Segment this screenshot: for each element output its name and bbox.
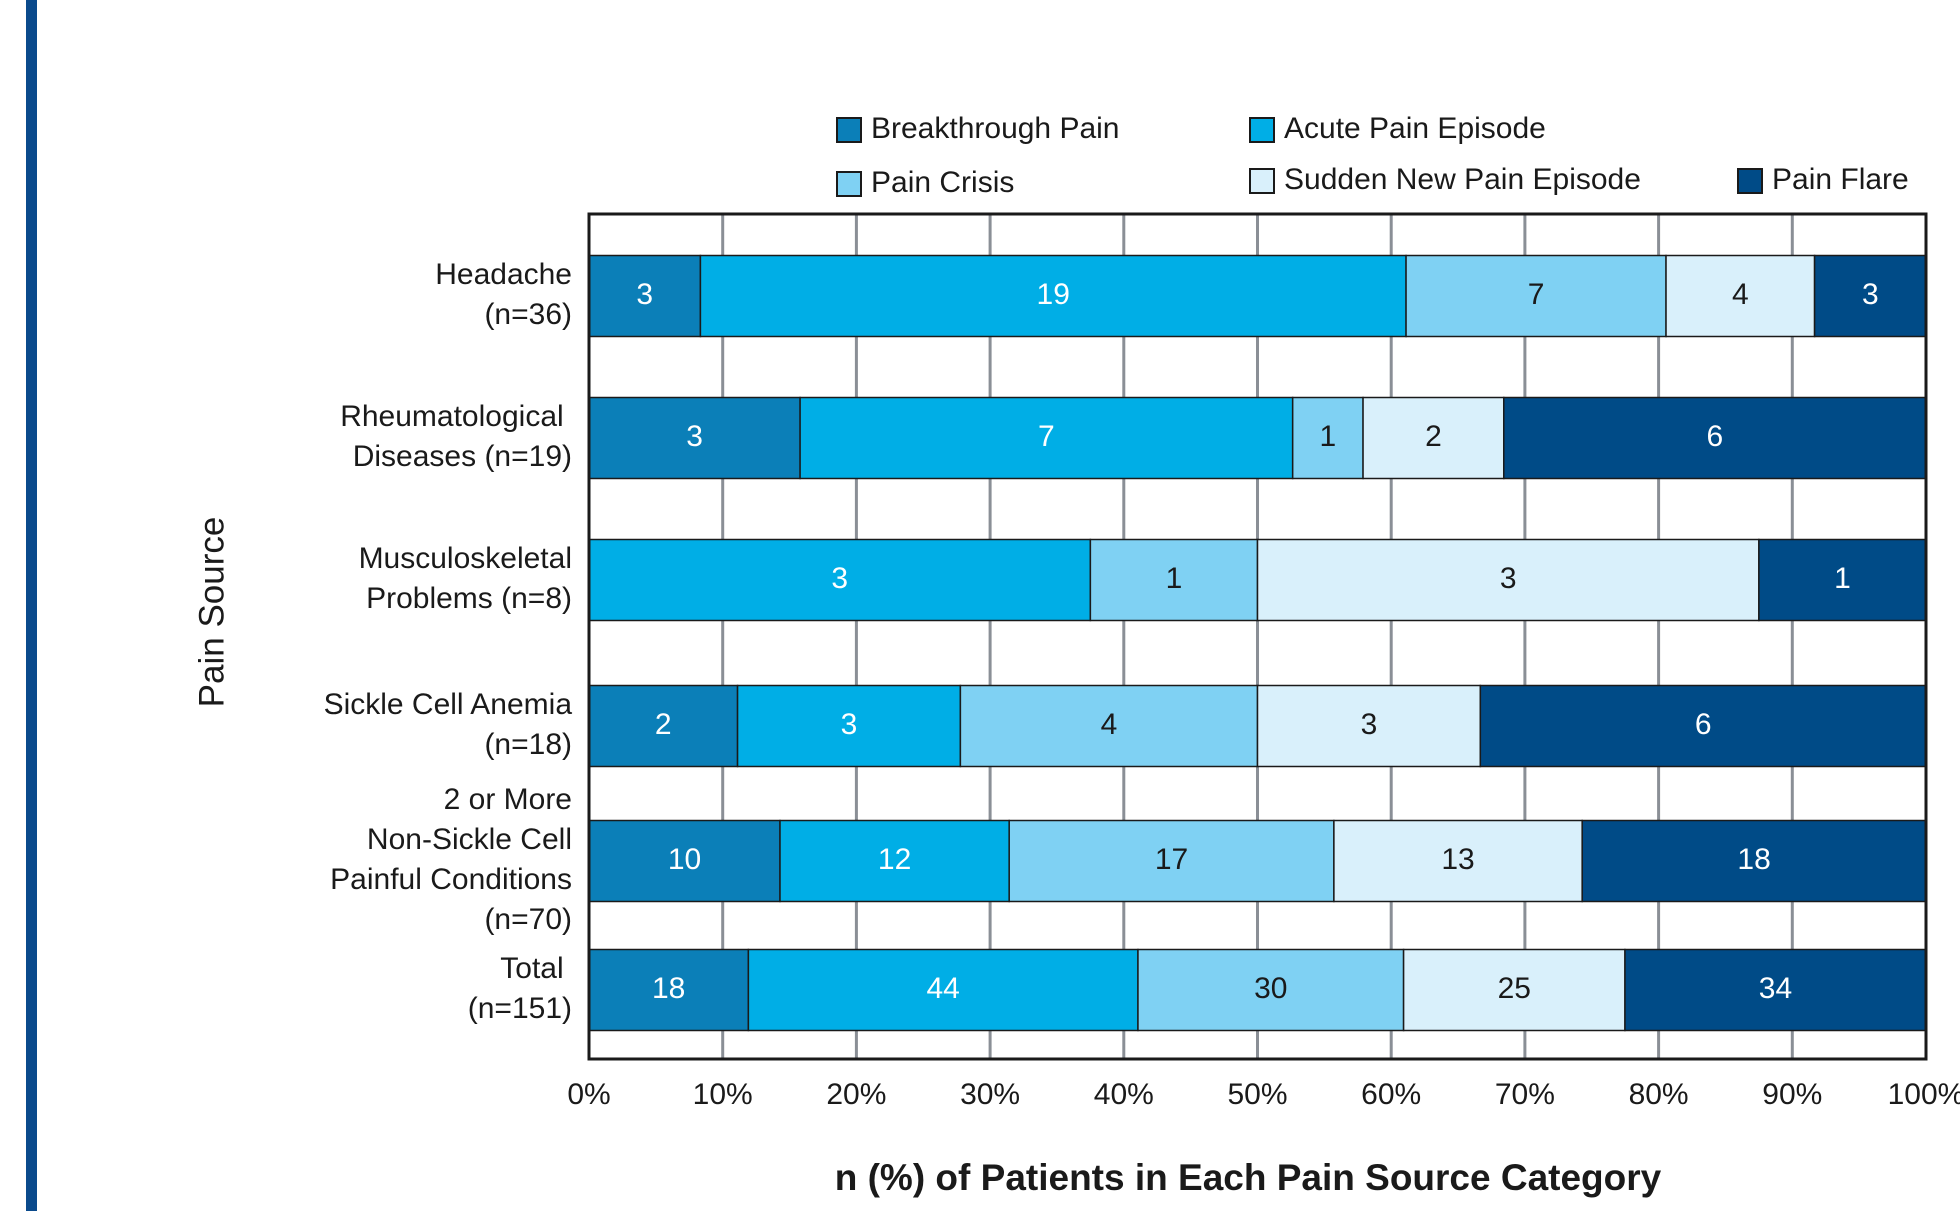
bar-segment bbox=[799, 396, 1294, 480]
y-tick-label: Rheumatological Diseases (n=19) bbox=[340, 400, 572, 473]
y-tick-label: Headache (n=36) bbox=[435, 258, 572, 331]
x-tick-label: 40% bbox=[1094, 1078, 1154, 1111]
data-label: 3 bbox=[1500, 562, 1517, 595]
x-tick-label: 80% bbox=[1629, 1078, 1689, 1111]
x-tick-label: 70% bbox=[1495, 1078, 1555, 1111]
bar-segment bbox=[1665, 254, 1816, 338]
data-label: 7 bbox=[1038, 420, 1055, 453]
legend-swatch bbox=[836, 171, 862, 197]
legend-swatch bbox=[836, 117, 862, 143]
bar-segment bbox=[588, 538, 1092, 622]
data-label: 3 bbox=[686, 420, 703, 453]
data-label: 17 bbox=[1155, 843, 1188, 876]
data-label: 6 bbox=[1695, 708, 1712, 741]
legend-label: Pain Crisis bbox=[871, 166, 1014, 199]
x-tick-label: 20% bbox=[826, 1078, 886, 1111]
x-tick-label: 10% bbox=[693, 1078, 753, 1111]
x-tick-label: 60% bbox=[1361, 1078, 1421, 1111]
bar-segment bbox=[1624, 948, 1927, 1032]
bar-segment bbox=[588, 948, 750, 1032]
bar-segment bbox=[1333, 819, 1583, 903]
data-label: 7 bbox=[1528, 278, 1545, 311]
data-label: 3 bbox=[1862, 278, 1879, 311]
x-tick-label: 100% bbox=[1888, 1078, 1960, 1111]
bar-segment bbox=[959, 684, 1259, 768]
bar-segment bbox=[588, 254, 702, 338]
x-tick-label: 90% bbox=[1762, 1078, 1822, 1111]
data-label: 10 bbox=[668, 843, 701, 876]
data-label: 4 bbox=[1101, 708, 1118, 741]
data-label: 1 bbox=[1834, 562, 1851, 595]
data-label: 34 bbox=[1759, 972, 1792, 1005]
legend-swatch bbox=[1249, 117, 1275, 143]
bar-segment bbox=[736, 684, 962, 768]
y-tick-label: 2 or More Non-Sickle Cell Painful Conditio… bbox=[330, 783, 572, 936]
bar-segment bbox=[588, 396, 801, 480]
side-bar bbox=[26, 0, 37, 1211]
bar-segment bbox=[1137, 948, 1405, 1032]
bar-segment bbox=[747, 948, 1139, 1032]
data-label: 18 bbox=[652, 972, 685, 1005]
data-label: 30 bbox=[1254, 972, 1287, 1005]
data-label: 1 bbox=[1320, 420, 1337, 453]
bar-segment bbox=[1008, 819, 1335, 903]
data-label: 3 bbox=[841, 708, 858, 741]
x-tick-label: 0% bbox=[567, 1078, 610, 1111]
plot-border bbox=[587, 212, 1928, 1061]
data-label: 44 bbox=[926, 972, 959, 1005]
data-label: 3 bbox=[1361, 708, 1378, 741]
y-tick-label: Sickle Cell Anemia (n=18) bbox=[324, 688, 573, 761]
data-label: 19 bbox=[1037, 278, 1070, 311]
bar-segment bbox=[1581, 819, 1927, 903]
data-label: 13 bbox=[1441, 843, 1474, 876]
data-label: 4 bbox=[1732, 278, 1749, 311]
bar-segment bbox=[1405, 254, 1667, 338]
y-tick-label: Musculoskeletal Problems (n=8) bbox=[359, 542, 572, 615]
legend-swatch bbox=[1737, 168, 1763, 194]
data-label: 18 bbox=[1737, 843, 1770, 876]
data-label: 3 bbox=[831, 562, 848, 595]
bar-segment bbox=[1089, 538, 1259, 622]
x-axis-title: n (%) of Patients in Each Pain Source Ca… bbox=[835, 1157, 1662, 1198]
data-label: 25 bbox=[1498, 972, 1531, 1005]
bar-segment bbox=[1503, 396, 1927, 480]
bar-segment bbox=[1479, 684, 1927, 768]
legend-label: Pain Flare bbox=[1772, 163, 1909, 196]
x-tick-label: 50% bbox=[1227, 1078, 1287, 1111]
y-axis-title: Pain Source bbox=[192, 517, 231, 708]
y-tick-label: Total (n=151) bbox=[468, 952, 572, 1025]
bar-segment bbox=[1402, 948, 1626, 1032]
bar-segment bbox=[1362, 396, 1505, 480]
data-label: 2 bbox=[1425, 420, 1442, 453]
data-label: 1 bbox=[1166, 562, 1183, 595]
x-tick-label: 30% bbox=[960, 1078, 1020, 1111]
bar-segment bbox=[699, 254, 1407, 338]
data-label: 2 bbox=[655, 708, 672, 741]
data-label: 6 bbox=[1707, 420, 1724, 453]
legend-swatch bbox=[1249, 168, 1275, 194]
legend-label: Sudden New Pain Episode bbox=[1284, 163, 1641, 196]
data-label: 3 bbox=[636, 278, 653, 311]
data-label: 12 bbox=[878, 843, 911, 876]
bar-segment bbox=[779, 819, 1010, 903]
legend-label: Breakthrough Pain bbox=[871, 112, 1120, 145]
bar-segment bbox=[588, 819, 781, 903]
bar-segment bbox=[1256, 684, 1482, 768]
legend-label: Acute Pain Episode bbox=[1284, 112, 1546, 145]
bar-segment bbox=[1813, 254, 1927, 338]
